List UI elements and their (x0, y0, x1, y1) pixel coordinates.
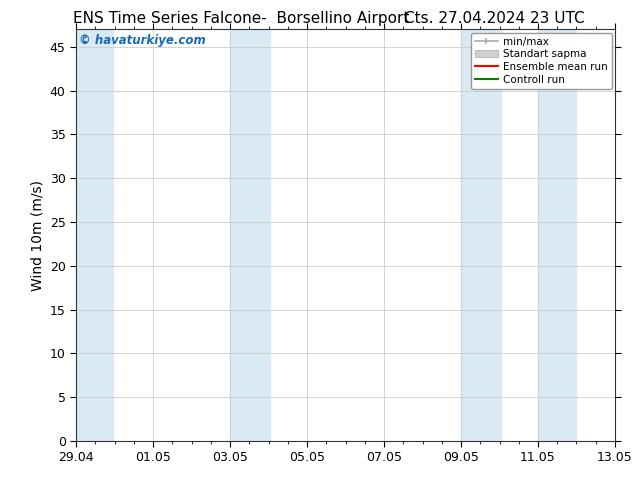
Bar (538, 29, 576, 441)
Text: Cts. 27.04.2024 23 UTC: Cts. 27.04.2024 23 UTC (404, 11, 585, 26)
Text: © havaturkiye.com: © havaturkiye.com (79, 33, 205, 47)
Legend: min/max, Standart sapma, Ensemble mean run, Controll run: min/max, Standart sapma, Ensemble mean r… (470, 32, 612, 89)
Bar (76, 29, 113, 441)
Bar (461, 29, 501, 441)
Y-axis label: Wind 10m (m/s): Wind 10m (m/s) (30, 180, 44, 291)
Text: ENS Time Series Falcone-  Borsellino Airport: ENS Time Series Falcone- Borsellino Airp… (73, 11, 409, 26)
Bar (230, 29, 269, 441)
